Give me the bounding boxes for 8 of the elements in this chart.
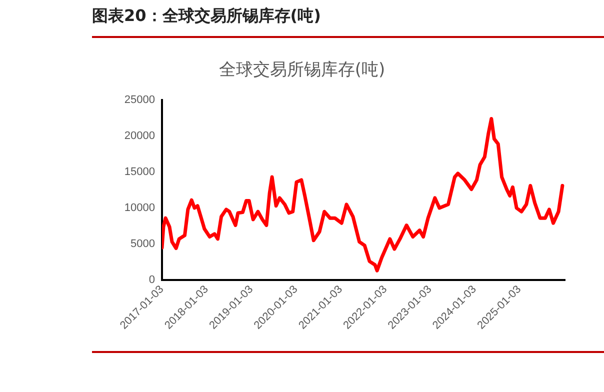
chart-subtitle: 全球交易所锡库存(吨) (218, 59, 386, 81)
chart-title: 图表20：全球交易所锡库存(吨) (92, 6, 321, 27)
y-tick-label: 25000 (124, 94, 155, 106)
y-tick-label: 15000 (124, 166, 155, 178)
y-tick-label: 10000 (124, 202, 155, 214)
y-tick-label: 0 (148, 274, 155, 286)
y-tick-label: 5000 (130, 238, 155, 250)
y-tick-label: 20000 (124, 130, 155, 142)
